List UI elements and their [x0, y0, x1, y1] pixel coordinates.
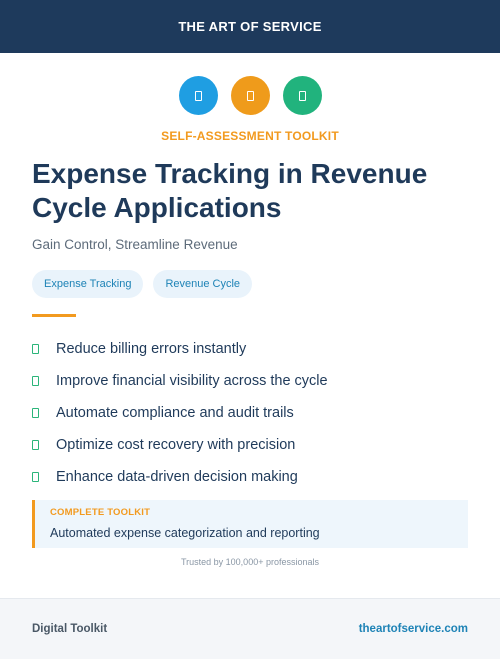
benefit-text: Automate compliance and audit trails [56, 405, 294, 421]
document-icon [246, 90, 254, 101]
benefit-text: Reduce billing errors instantly [56, 341, 247, 357]
benefit-item: Reduce billing errors instantly [32, 333, 472, 365]
footer: Digital Toolkit theartofservice.com [0, 598, 500, 659]
benefit-item: Automate compliance and audit trails [32, 397, 472, 429]
tag-list: Expense Tracking Revenue Cycle [32, 270, 253, 298]
icon-row [0, 76, 500, 115]
check-icon [32, 472, 39, 482]
toolkit-kicker: SELF-ASSESSMENT TOOLKIT [161, 129, 339, 143]
top-banner: THE ART OF SERVICE [0, 0, 500, 53]
callout-kicker: COMPLETE TOOLKIT [50, 507, 151, 518]
tag-expense-tracking[interactable]: Expense Tracking [32, 270, 144, 298]
accent-divider [32, 314, 76, 317]
page-subtitle: Gain Control, Streamline Revenue [32, 237, 238, 252]
website-link[interactable]: theartofservice.com [358, 623, 468, 635]
footer-label: Digital Toolkit [32, 623, 108, 635]
benefit-item: Enhance data-driven decision making [32, 461, 472, 493]
check-icon [32, 344, 39, 354]
toolkit-callout: COMPLETE TOOLKIT Automated expense categ… [32, 500, 468, 548]
check-icon [32, 440, 39, 450]
benefit-list: Reduce billing errors instantly Improve … [32, 333, 472, 493]
document-icon-green [282, 76, 322, 115]
benefit-text: Enhance data-driven decision making [56, 469, 298, 485]
document-icon-orange [230, 76, 270, 115]
check-icon [32, 408, 39, 418]
tag-revenue-cycle[interactable]: Revenue Cycle [153, 270, 253, 298]
check-icon [32, 376, 39, 386]
benefit-item: Optimize cost recovery with precision [32, 429, 472, 461]
document-icon [194, 90, 202, 101]
trusted-note: Trusted by 100,000+ professionals [180, 557, 319, 567]
benefit-text: Optimize cost recovery with precision [56, 437, 296, 453]
benefit-item: Improve financial visibility across the … [32, 365, 472, 397]
callout-text: Automated expense categorization and rep… [50, 526, 320, 540]
document-icon [298, 90, 306, 101]
page-title: Expense Tracking in Revenue Cycle Applic… [32, 158, 428, 223]
document-icon-blue [178, 76, 218, 115]
brand-name: THE ART OF SERVICE [178, 19, 322, 34]
benefit-text: Improve financial visibility across the … [56, 373, 328, 389]
